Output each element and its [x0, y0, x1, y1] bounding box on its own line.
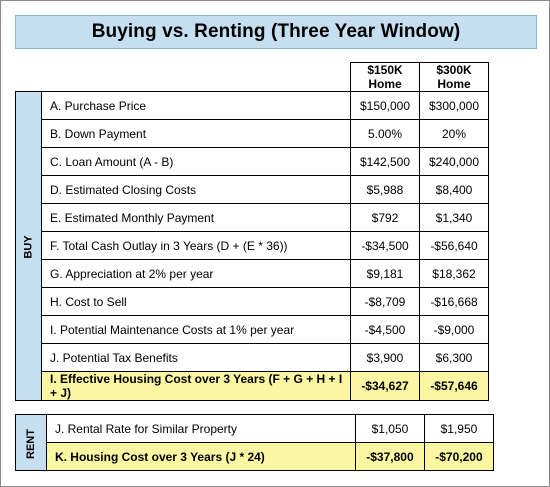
table-row: BUY A. Purchase Price $150,000 $300,000 — [15, 91, 489, 401]
buy-section-label: BUY — [15, 91, 42, 401]
table-row: F. Total Cash Outlay in 3 Years (D + (E … — [16, 231, 489, 260]
row-value-300k: -$9,000 — [419, 315, 489, 344]
row-label: H. Cost to Sell — [41, 287, 351, 316]
row-label: B. Down Payment — [41, 119, 351, 148]
row-value-300k: $18,362 — [419, 259, 489, 288]
buy-table: $150K Home $300K Home BUY A. Purchase Pr… — [15, 62, 489, 401]
rent-total-150k: -$37,800 — [354, 442, 425, 471]
row-label: G. Appreciation at 2% per year — [41, 259, 351, 288]
table-row: H. Cost to Sell -$8,709 -$16,668 — [16, 287, 489, 316]
row-label: D. Estimated Closing Costs — [41, 175, 351, 204]
row-label: F. Total Cash Outlay in 3 Years (D + (E … — [41, 231, 351, 260]
row-value-300k: $1,340 — [419, 203, 489, 232]
table-row: D. Estimated Closing Costs $5,988 $8,400 — [16, 175, 489, 204]
column-header-300k: $300K Home — [419, 62, 489, 92]
row-value-150k: $1,050 — [354, 414, 425, 443]
page-title: Buying vs. Renting (Three Year Window) — [15, 15, 537, 49]
buy-total-150k: -$34,627 — [350, 371, 420, 401]
table-row: J. Potential Tax Benefits $3,900 $6,300 — [16, 343, 489, 372]
row-label: I. Potential Maintenance Costs at 1% per… — [41, 315, 351, 344]
column-header-row: $150K Home $300K Home — [15, 62, 489, 92]
row-value-150k: $3,900 — [350, 343, 420, 372]
column-header-150k: $150K Home — [350, 62, 420, 92]
table-row: B. Down Payment 5.00% 20% — [16, 119, 489, 148]
row-value-150k: -$34,500 — [350, 231, 420, 260]
row-value-150k: $5,988 — [350, 175, 420, 204]
rent-total-row: K. Housing Cost over 3 Years (J * 24) -$… — [16, 442, 494, 471]
row-value-150k: $150,000 — [350, 91, 420, 120]
row-value-300k: -$56,640 — [419, 231, 489, 260]
table-row: RENT J. Rental Rate for Similar Property… — [15, 414, 494, 471]
row-value-300k: $300,000 — [419, 91, 489, 120]
header-spacer — [15, 62, 351, 92]
buy-total-label: I. Effective Housing Cost over 3 Years (… — [41, 371, 351, 401]
table-row: I. Potential Maintenance Costs at 1% per… — [16, 315, 489, 344]
row-label: E. Estimated Monthly Payment — [41, 203, 351, 232]
table-row: E. Estimated Monthly Payment $792 $1,340 — [16, 203, 489, 232]
row-value-300k: $6,300 — [419, 343, 489, 372]
row-label: J. Potential Tax Benefits — [41, 343, 351, 372]
rent-table: RENT J. Rental Rate for Similar Property… — [15, 414, 494, 471]
row-value-150k: $9,181 — [350, 259, 420, 288]
rent-section-text: RENT — [24, 428, 37, 459]
table-row: C. Loan Amount (A - B) $142,500 $240,000 — [16, 147, 489, 176]
row-value-150k: $142,500 — [350, 147, 420, 176]
row-value-300k: 20% — [419, 119, 489, 148]
row-value-150k: $792 — [350, 203, 420, 232]
row-value-300k: -$16,668 — [419, 287, 489, 316]
row-value-300k: $8,400 — [419, 175, 489, 204]
row-label: A. Purchase Price — [41, 91, 351, 120]
rent-total-300k: -$70,200 — [423, 442, 494, 471]
row-label: C. Loan Amount (A - B) — [41, 147, 351, 176]
buy-total-300k: -$57,646 — [419, 371, 489, 401]
row-label: J. Rental Rate for Similar Property — [45, 414, 356, 443]
buy-section-text: BUY — [22, 235, 35, 259]
rent-total-label: K. Housing Cost over 3 Years (J * 24) — [45, 442, 356, 471]
rent-section-label: RENT — [15, 414, 47, 471]
row-value-300k: $240,000 — [419, 147, 489, 176]
row-value-150k: 5.00% — [350, 119, 420, 148]
row-value-300k: $1,950 — [423, 414, 494, 443]
table-row: G. Appreciation at 2% per year $9,181 $1… — [16, 259, 489, 288]
buy-total-row: I. Effective Housing Cost over 3 Years (… — [16, 371, 489, 401]
row-value-150k: -$8,709 — [350, 287, 420, 316]
row-value-150k: -$4,500 — [350, 315, 420, 344]
